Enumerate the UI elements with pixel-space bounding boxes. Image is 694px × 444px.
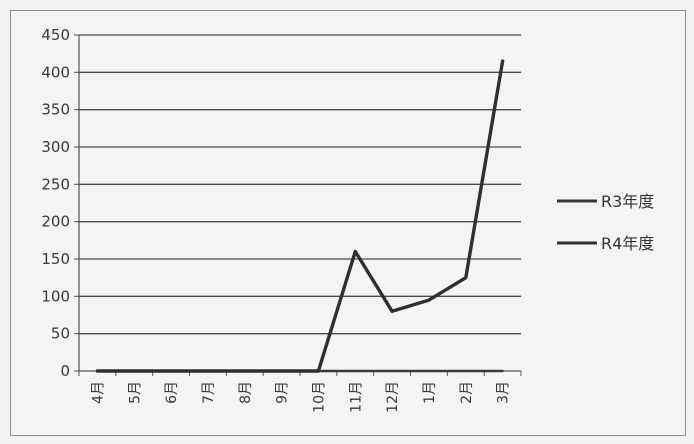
x-tick-label-1: 5月: [127, 381, 143, 404]
legend-label-1: R4年度: [601, 234, 654, 253]
y-tick-labels: 0 50 100 150 200 250 300 350 400 450: [41, 26, 70, 380]
x-tick-label-3: 7月: [201, 381, 217, 404]
x-tick-label-10: 2月: [459, 381, 475, 404]
x-tick-labels: 4月 5月 6月 7月 8月 9月 10月 11月 12月 1月 2月 3月: [90, 381, 511, 413]
x-tick-label-5: 9月: [275, 381, 291, 404]
x-tick-label-7: 11月: [348, 381, 364, 413]
y-tick-label-450: 450: [41, 26, 70, 44]
y-tick-label-150: 150: [41, 250, 70, 268]
y-tick-label-0: 0: [60, 362, 70, 380]
legend: R3年度 R4年度: [557, 192, 654, 253]
line-chart: 0 50 100 150 200 250 300 350 400 450 4月 5月 6月 7月 8月 9月…: [41, 26, 654, 413]
y-tick-label-350: 350: [41, 101, 70, 119]
x-tick-label-2: 6月: [164, 381, 180, 404]
x-tick-label-9: 1月: [422, 381, 438, 404]
series-line-1: [95, 59, 505, 373]
axes: [74, 34, 522, 376]
y-tick-label-50: 50: [51, 325, 70, 343]
y-tick-label-250: 250: [41, 175, 70, 193]
legend-label-0: R3年度: [601, 192, 654, 211]
x-tick-label-8: 12月: [385, 381, 401, 413]
x-tick-label-11: 3月: [496, 381, 512, 404]
x-tick-label-4: 8月: [238, 381, 254, 404]
x-tick-label-6: 10月: [311, 381, 327, 413]
gridlines: [79, 34, 521, 335]
series-lines: [95, 59, 505, 373]
y-tick-label-200: 200: [41, 213, 70, 231]
x-tick-label-0: 4月: [90, 381, 106, 404]
y-tick-label-300: 300: [41, 138, 70, 156]
y-tick-label-100: 100: [41, 287, 70, 305]
y-tick-label-400: 400: [41, 63, 70, 81]
chart-frame: 0 50 100 150 200 250 300 350 400 450 4月 5月 6月 7月 8月 9月…: [10, 10, 686, 436]
